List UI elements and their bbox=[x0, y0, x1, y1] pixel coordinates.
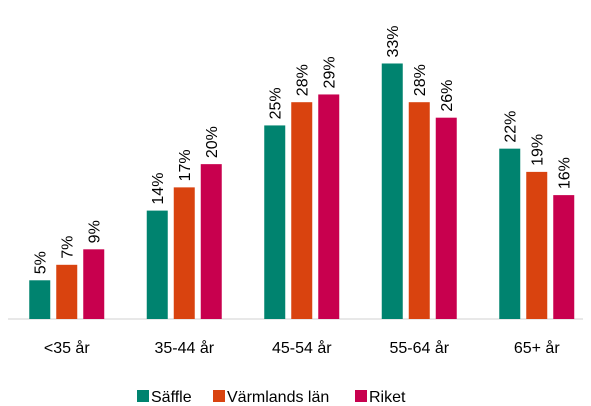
bar bbox=[264, 125, 286, 319]
data-label: 17% bbox=[177, 149, 194, 181]
data-label: 33% bbox=[385, 25, 402, 57]
legend-swatch bbox=[355, 390, 367, 402]
legend-label: Riket bbox=[369, 389, 406, 406]
bar bbox=[318, 94, 340, 319]
data-label: 29% bbox=[322, 56, 339, 88]
bar bbox=[408, 102, 430, 319]
bar bbox=[553, 195, 575, 319]
bar bbox=[291, 102, 313, 319]
data-label: 14% bbox=[150, 173, 167, 205]
legend-swatch bbox=[137, 390, 149, 402]
data-label: 20% bbox=[204, 126, 221, 158]
data-label: 28% bbox=[295, 64, 312, 96]
legend-swatch bbox=[213, 390, 225, 402]
bar bbox=[173, 187, 195, 319]
bar bbox=[146, 210, 168, 319]
bar bbox=[381, 63, 403, 319]
data-label: 16% bbox=[557, 157, 574, 189]
bar bbox=[83, 249, 105, 319]
data-label: 25% bbox=[268, 87, 285, 119]
data-label: 26% bbox=[439, 80, 456, 112]
data-label: 5% bbox=[33, 251, 50, 274]
data-label: 19% bbox=[530, 134, 547, 166]
bar bbox=[56, 264, 78, 319]
x-tick-label: 55-64 år bbox=[389, 339, 449, 357]
bar bbox=[200, 164, 222, 319]
bar bbox=[29, 280, 51, 319]
legend-label: Säffle bbox=[151, 389, 192, 406]
data-label: 7% bbox=[60, 236, 77, 259]
bar bbox=[499, 148, 521, 319]
legend-label: Värmlands län bbox=[227, 389, 329, 406]
x-tick-label: 45-54 år bbox=[272, 339, 332, 357]
data-label: 9% bbox=[87, 220, 104, 243]
bar bbox=[435, 117, 457, 319]
bar bbox=[526, 171, 548, 319]
x-tick-label: 65+ år bbox=[514, 339, 560, 357]
data-label: 22% bbox=[503, 111, 520, 143]
x-tick-label: 35-44 år bbox=[154, 339, 214, 357]
data-label: 28% bbox=[412, 64, 429, 96]
x-tick-label: <35 år bbox=[44, 339, 90, 357]
